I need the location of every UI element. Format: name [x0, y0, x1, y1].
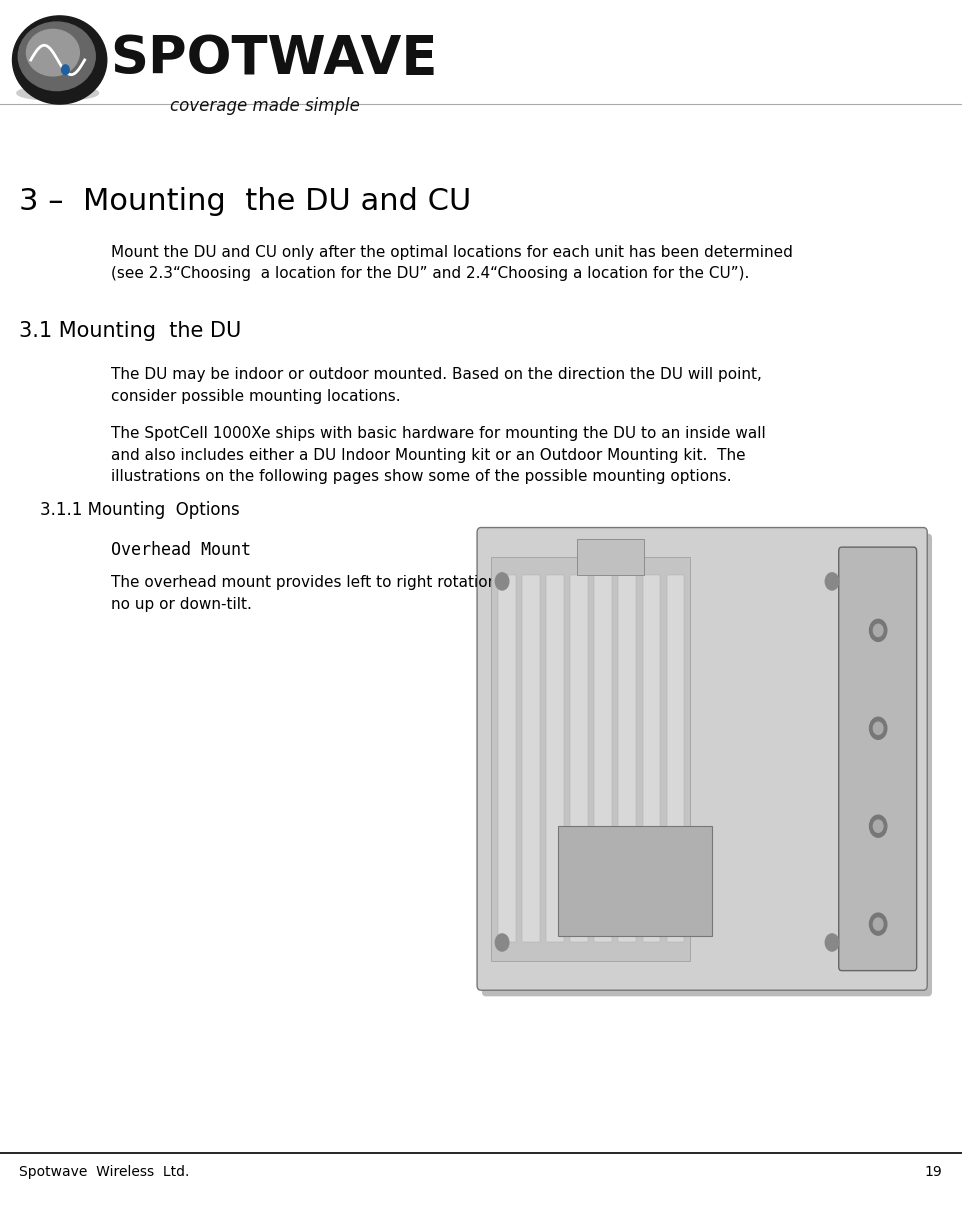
- Text: The overhead mount provides left to right rotation, but
no up or down-tilt.: The overhead mount provides left to righ…: [110, 575, 532, 612]
- Circle shape: [870, 717, 887, 739]
- Bar: [595, 575, 611, 942]
- Ellipse shape: [19, 22, 96, 91]
- Text: SPOTWAVE: SPOTWAVE: [110, 33, 438, 84]
- Ellipse shape: [26, 29, 79, 76]
- Text: Overhead Mount: Overhead Mount: [110, 541, 251, 559]
- Text: Spotwave  Wireless  Ltd.: Spotwave Wireless Ltd.: [20, 1165, 189, 1179]
- Bar: [558, 826, 712, 936]
- Text: 3.1.1 Mounting  Options: 3.1.1 Mounting Options: [40, 501, 240, 519]
- Circle shape: [874, 918, 883, 930]
- Bar: [523, 575, 539, 942]
- Text: 19: 19: [925, 1165, 943, 1179]
- Text: Mount the DU and CU only after the optimal locations for each unit has been dete: Mount the DU and CU only after the optim…: [110, 245, 793, 282]
- Bar: [643, 575, 660, 942]
- Bar: [490, 557, 689, 961]
- Circle shape: [874, 820, 883, 832]
- Text: The SpotCell 1000Xe ships with basic hardware for mounting the DU to an inside w: The SpotCell 1000Xe ships with basic har…: [110, 426, 765, 485]
- Text: 3 –  Mounting  the DU and CU: 3 – Mounting the DU and CU: [20, 187, 472, 217]
- FancyBboxPatch shape: [482, 534, 932, 996]
- FancyBboxPatch shape: [477, 528, 927, 990]
- Text: 3.1 Mounting  the DU: 3.1 Mounting the DU: [20, 321, 242, 340]
- Circle shape: [825, 573, 838, 590]
- Bar: [498, 575, 516, 942]
- Circle shape: [825, 934, 838, 951]
- Bar: [570, 575, 588, 942]
- Circle shape: [870, 619, 887, 641]
- Circle shape: [495, 934, 509, 951]
- Text: The DU may be indoor or outdoor mounted. Based on the direction the DU will poin: The DU may be indoor or outdoor mounted.…: [110, 367, 761, 404]
- Bar: [667, 575, 683, 942]
- Bar: [577, 539, 644, 575]
- Circle shape: [495, 573, 509, 590]
- Circle shape: [874, 624, 883, 636]
- Text: coverage made simple: coverage made simple: [170, 98, 360, 115]
- Circle shape: [870, 913, 887, 935]
- Ellipse shape: [13, 16, 107, 104]
- Bar: [546, 575, 564, 942]
- Circle shape: [870, 815, 887, 837]
- Circle shape: [61, 65, 69, 75]
- Bar: [618, 575, 636, 942]
- Ellipse shape: [17, 86, 98, 100]
- Circle shape: [874, 722, 883, 734]
- FancyBboxPatch shape: [838, 547, 916, 971]
